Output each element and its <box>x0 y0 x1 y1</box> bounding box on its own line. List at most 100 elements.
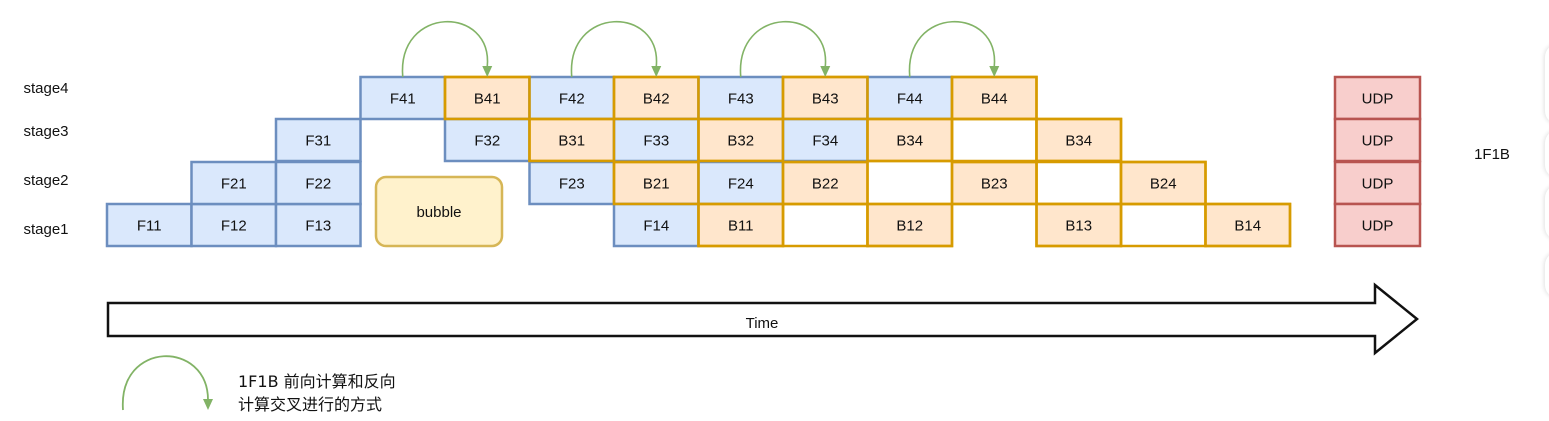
bubble-box: bubble <box>374 175 504 248</box>
cell-label: B21 <box>643 176 670 193</box>
cell-label: B23 <box>981 176 1008 193</box>
legend-arrowhead-icon <box>203 399 213 410</box>
arrowhead-icon <box>820 66 831 77</box>
arrowhead-icon <box>989 66 1000 77</box>
cell-box <box>274 117 362 163</box>
cell-border-overlay <box>612 160 700 206</box>
cell-label: F33 <box>643 133 669 150</box>
cell-label: B34 <box>896 133 923 150</box>
edge-panel-middle <box>1545 130 1549 178</box>
cell-box <box>697 202 785 248</box>
cell-label: F41 <box>390 91 416 108</box>
legend-text-line1: 1F1B 前向计算和反向 <box>238 372 396 391</box>
udp-cell: UDP <box>1333 75 1422 121</box>
cell-b24: B24 <box>1119 160 1207 206</box>
cell-border-overlay <box>697 202 785 248</box>
cell-f42: F42 <box>528 75 616 121</box>
cell-box <box>190 202 278 248</box>
edge-panel-button[interactable] <box>1545 252 1549 298</box>
cell-box <box>950 117 1038 163</box>
cell-b13: B13 <box>1035 202 1123 248</box>
stage-label-stage2: stage2 <box>23 172 68 189</box>
edge-panel-lower <box>1545 185 1549 240</box>
udp-box <box>1333 75 1422 121</box>
cell-empty <box>950 117 1038 163</box>
cell-f31: F31 <box>274 117 362 163</box>
arrowhead-icon <box>651 66 662 77</box>
udp-cell: UDP <box>1333 117 1422 163</box>
cell-label: B13 <box>1065 218 1092 235</box>
cell-f23: F23 <box>528 160 616 206</box>
empty-slot <box>781 202 869 248</box>
edge-panel-top <box>1545 44 1549 124</box>
udp-label: UDP <box>1362 91 1394 108</box>
cell-f21: F21 <box>190 160 278 206</box>
dependency-arrow <box>908 20 1000 78</box>
cell-f43: F43 <box>697 75 785 121</box>
cell-f33: F33 <box>612 117 700 163</box>
cell-label: B31 <box>558 133 585 150</box>
cell-label: F34 <box>812 133 838 150</box>
dependency-arrow <box>570 20 662 78</box>
udp-box <box>1333 202 1422 248</box>
cell-border-overlay <box>950 160 1038 206</box>
cell-box <box>528 160 616 206</box>
curved-arrow-icon <box>908 20 996 78</box>
dependency-arrow <box>401 20 493 78</box>
cell-label: F22 <box>305 176 331 193</box>
stage-label-stage1: stage1 <box>23 221 68 238</box>
udp-cell: UDP <box>1333 160 1422 206</box>
dependency-arrow <box>739 20 831 78</box>
cell-box <box>697 160 785 206</box>
cell-border-overlay <box>1035 202 1123 248</box>
cell-label: B44 <box>981 91 1008 108</box>
empty-slot <box>1119 202 1207 248</box>
cell-f12: F12 <box>190 202 278 248</box>
cell-box <box>443 117 531 163</box>
udp-label: UDP <box>1362 218 1394 235</box>
curved-arrow-icon <box>570 20 658 78</box>
cell-label: B14 <box>1234 218 1261 235</box>
cell-b21: B21 <box>612 160 700 206</box>
udp-label: UDP <box>1362 176 1394 193</box>
curved-arrow-icon <box>401 20 489 78</box>
cell-label: F12 <box>221 218 247 235</box>
stage-label-stage4: stage4 <box>23 80 68 97</box>
cell-label: B34 <box>1065 133 1092 150</box>
cell-b42: B42 <box>612 75 700 121</box>
cell-b31: B31 <box>528 117 616 163</box>
time-arrow-label: Time <box>746 315 779 332</box>
cell-b43: B43 <box>781 75 869 121</box>
cell-label: F32 <box>474 133 500 150</box>
cell-b32: B32 <box>697 117 785 163</box>
empty-slot <box>1035 160 1123 206</box>
cell-b23: B23 <box>950 160 1038 206</box>
time-arrow: Time <box>106 282 1419 356</box>
cell-f34: F34 <box>781 117 869 163</box>
cell-b44: B44 <box>950 75 1038 121</box>
cell-b34: B34 <box>1035 117 1123 163</box>
cell-label: F43 <box>728 91 754 108</box>
cell-f44: F44 <box>866 75 954 121</box>
stage-label-stage3: stage3 <box>23 123 68 140</box>
cell-f11: F11 <box>105 202 193 248</box>
cell-f41: F41 <box>359 75 447 121</box>
side-label-1f1b: 1F1B <box>1474 146 1510 163</box>
udp-label: UDP <box>1362 133 1394 150</box>
cell-label: F14 <box>643 218 669 235</box>
cell-label: B22 <box>812 176 839 193</box>
legend-text-line2: 计算交叉进行的方式 <box>238 395 382 414</box>
cell-label: F13 <box>305 218 331 235</box>
cell-b14: B14 <box>1204 202 1292 248</box>
cell-b41: B41 <box>443 75 531 121</box>
cell-label: F11 <box>137 218 162 235</box>
cell-label: B43 <box>812 91 839 108</box>
cell-b34: B34 <box>866 117 954 163</box>
cell-border-overlay <box>866 117 954 163</box>
cell-label: B11 <box>728 218 754 235</box>
legend-curved-arrow-icon <box>122 355 209 411</box>
cell-label: B24 <box>1150 176 1177 193</box>
cell-f13: F13 <box>274 202 362 248</box>
cell-border-overlay <box>1035 117 1123 163</box>
